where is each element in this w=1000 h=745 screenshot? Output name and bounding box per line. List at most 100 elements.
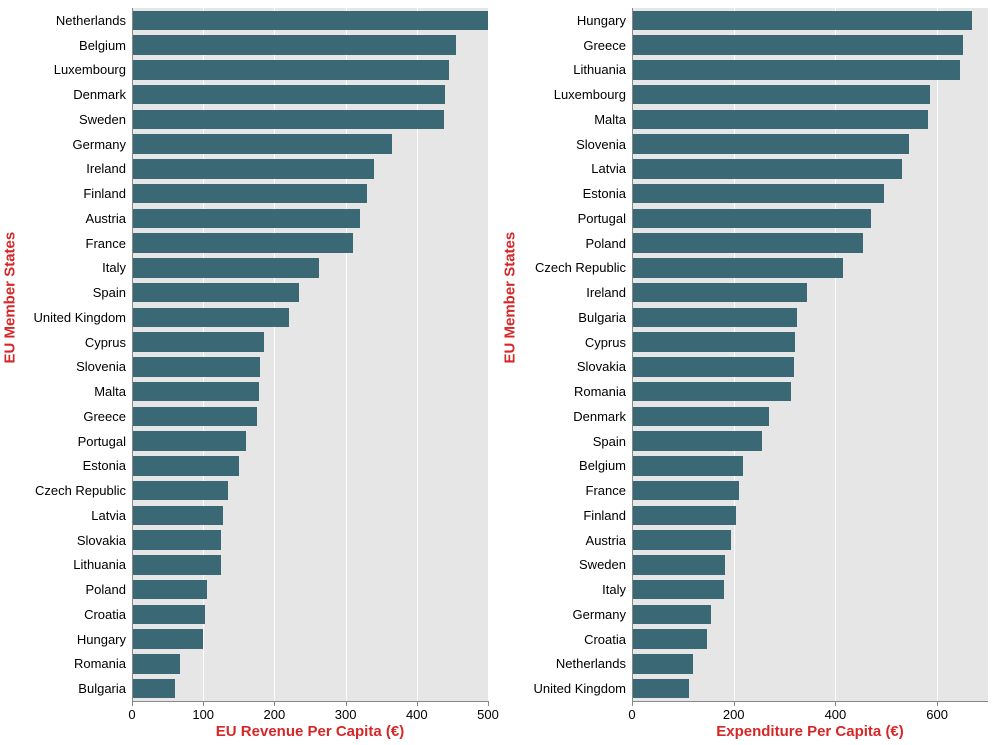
x-axis-title: EU Revenue Per Capita (€)	[216, 723, 404, 740]
bar	[132, 431, 246, 450]
y-tick-label: Croatia	[584, 633, 626, 646]
y-tick-label: Ireland	[586, 286, 626, 299]
y-tick-label: Bulgaria	[78, 682, 126, 695]
y-tick-label: Netherlands	[56, 14, 126, 27]
x-tick-label: 400	[406, 707, 428, 722]
bar	[632, 629, 707, 648]
y-tick-label: Czech Republic	[535, 261, 626, 274]
y-tick-label: Italy	[602, 583, 626, 596]
bar	[632, 580, 724, 599]
y-tick-label: Croatia	[84, 608, 126, 621]
bar	[632, 481, 739, 500]
bar	[632, 407, 769, 426]
y-tick-label: Greece	[83, 410, 126, 423]
bar	[132, 35, 456, 54]
x-axis-line	[632, 701, 988, 702]
bar	[632, 332, 795, 351]
y-tick-label: Poland	[86, 583, 126, 596]
y-axis-title: EU Member States	[2, 343, 19, 363]
bar	[632, 679, 689, 698]
bar	[132, 580, 207, 599]
bar	[632, 184, 884, 203]
bar	[632, 456, 743, 475]
y-axis-title: EU Member States	[502, 343, 519, 363]
x-tick-label: 200	[264, 707, 286, 722]
y-tick-label: Spain	[593, 435, 626, 448]
y-tick-label: Hungary	[77, 633, 126, 646]
y-axis-line	[632, 8, 633, 701]
y-tick-label: United Kingdom	[34, 311, 127, 324]
x-tick-label: 200	[723, 707, 745, 722]
y-tick-label: Slovenia	[76, 360, 126, 373]
bar	[632, 357, 794, 376]
x-tick-label: 100	[192, 707, 214, 722]
y-tick-label: United Kingdom	[534, 682, 627, 695]
bar	[632, 134, 909, 153]
bar	[632, 85, 930, 104]
y-tick-label: Belgium	[79, 39, 126, 52]
grid-line	[937, 8, 938, 701]
bar	[632, 506, 736, 525]
bar	[132, 605, 205, 624]
bar	[132, 283, 299, 302]
bar	[132, 530, 221, 549]
x-tick-label: 300	[335, 707, 357, 722]
bar	[132, 233, 353, 252]
x-tick-label: 0	[628, 707, 635, 722]
x-axis-title: Expenditure Per Capita (€)	[716, 723, 904, 740]
bar	[132, 332, 264, 351]
bar	[632, 382, 791, 401]
y-tick-label: France	[586, 484, 626, 497]
y-tick-label: Denmark	[573, 410, 626, 423]
y-tick-label: Luxembourg	[554, 88, 626, 101]
y-axis-line	[132, 8, 133, 701]
bar	[632, 209, 871, 228]
grid-line	[488, 8, 489, 701]
bar	[632, 11, 972, 30]
bar	[132, 382, 259, 401]
y-tick-label: Czech Republic	[35, 484, 126, 497]
y-tick-label: Sweden	[79, 113, 126, 126]
bar	[632, 159, 902, 178]
x-tick-label: 600	[926, 707, 948, 722]
bar	[132, 159, 374, 178]
x-tick-label: 500	[477, 707, 499, 722]
revenue-panel: 0100200300400500NetherlandsBelgiumLuxemb…	[0, 0, 500, 745]
y-tick-label: Germany	[73, 138, 126, 151]
bar	[132, 629, 203, 648]
expenditure-panel: 0200400600HungaryGreeceLithuaniaLuxembou…	[500, 0, 1000, 745]
bar	[132, 407, 257, 426]
bar	[132, 11, 488, 30]
bar	[632, 283, 807, 302]
y-tick-label: Greece	[583, 39, 626, 52]
y-tick-label: Latvia	[91, 509, 126, 522]
y-tick-label: Finland	[83, 187, 126, 200]
y-tick-label: Slovakia	[77, 534, 126, 547]
y-tick-label: Latvia	[591, 162, 626, 175]
x-tick-label: 0	[128, 707, 135, 722]
bar	[132, 184, 367, 203]
y-tick-label: Belgium	[579, 459, 626, 472]
y-tick-label: Estonia	[583, 187, 626, 200]
bar	[132, 308, 289, 327]
y-tick-label: Lithuania	[573, 63, 626, 76]
bar	[632, 233, 863, 252]
bar	[132, 654, 180, 673]
bar	[132, 555, 221, 574]
y-tick-label: Austria	[86, 212, 126, 225]
y-tick-label: Netherlands	[556, 657, 626, 670]
bar	[632, 654, 693, 673]
y-tick-label: Romania	[74, 657, 126, 670]
y-tick-label: Estonia	[83, 459, 126, 472]
plot-area	[132, 8, 488, 701]
bar	[132, 258, 319, 277]
y-tick-label: Lithuania	[73, 558, 126, 571]
y-tick-label: Slovakia	[577, 360, 626, 373]
y-tick-label: Romania	[574, 385, 626, 398]
x-axis-line	[132, 701, 488, 702]
y-tick-label: Sweden	[579, 558, 626, 571]
y-tick-label: Italy	[102, 261, 126, 274]
y-tick-label: Portugal	[578, 212, 626, 225]
plot-area	[632, 8, 988, 701]
bar	[632, 60, 960, 79]
